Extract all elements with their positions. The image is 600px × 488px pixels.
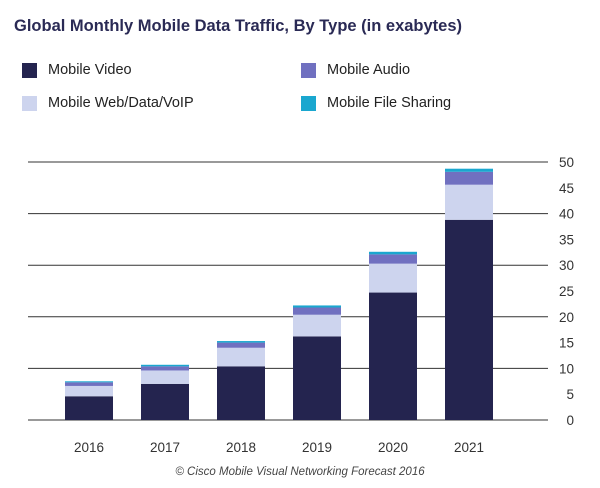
- bar-segment-mobile-audio-2018: [217, 342, 265, 348]
- bar-segment-mobile-audio-2021: [445, 171, 493, 185]
- legend-item-mobile-audio: Mobile Audio: [301, 62, 410, 78]
- bar-segment-mobile-file-sharing-2020: [369, 251, 417, 255]
- bar-segment-mobile-file-sharing-2019: [293, 305, 341, 308]
- legend-label-mobile-video: Mobile Video: [48, 62, 132, 78]
- legend-label-mobile-web-data-voip: Mobile Web/Data/VoIP: [48, 95, 194, 111]
- y-tick-label-45: 45: [559, 181, 574, 196]
- bar-segment-mobile-file-sharing-2016: [65, 381, 113, 383]
- x-tick-label-2016: 2016: [74, 440, 104, 455]
- bar-segment-mobile-video-2018: [217, 366, 265, 420]
- y-tick-label-15: 15: [559, 336, 574, 351]
- y-tick-label-25: 25: [559, 284, 574, 299]
- bar-segment-mobile-file-sharing-2021: [445, 168, 493, 172]
- x-tick-label-2019: 2019: [302, 440, 332, 455]
- bar-segment-mobile-audio-2019: [293, 307, 341, 315]
- y-tick-label-5: 5: [566, 387, 574, 402]
- bar-segment-mobile-video-2021: [445, 219, 493, 420]
- bar-segment-mobile-web-data-voip-2021: [445, 184, 493, 220]
- legend-swatch-mobile-web-data-voip: [22, 95, 37, 111]
- bar-segment-mobile-web-data-voip-2017: [141, 370, 189, 384]
- x-tick-label-2018: 2018: [226, 440, 256, 455]
- y-tick-label-30: 30: [559, 258, 574, 273]
- x-tick-label-2021: 2021: [454, 440, 484, 455]
- bar-segment-mobile-audio-2017: [141, 366, 189, 371]
- legend: Mobile Video Mobile Audio Mobile Web/Dat…: [22, 62, 492, 124]
- legend-label-mobile-audio: Mobile Audio: [327, 62, 411, 78]
- y-tick-label-40: 40: [559, 207, 574, 222]
- x-tick-label-2020: 2020: [378, 440, 408, 455]
- bar-segment-mobile-audio-2016: [65, 382, 113, 386]
- bar-segment-mobile-web-data-voip-2020: [369, 263, 417, 293]
- legend-swatch-mobile-audio: [301, 62, 316, 78]
- bar-segment-mobile-web-data-voip-2016: [65, 385, 113, 397]
- y-tick-label-10: 10: [559, 361, 574, 376]
- y-tick-label-35: 35: [559, 232, 574, 247]
- bar-segment-mobile-web-data-voip-2018: [217, 347, 265, 367]
- legend-label-mobile-file-sharing: Mobile File Sharing: [327, 95, 452, 111]
- source-footer: © Cisco Mobile Visual Networking Forecas…: [175, 466, 425, 478]
- legend-item-mobile-file-sharing: Mobile File Sharing: [301, 95, 451, 111]
- y-tick-label-0: 0: [566, 413, 574, 428]
- x-tick-label-2017: 2017: [150, 440, 180, 455]
- chart-title: Global Monthly Mobile Data Traffic, By T…: [14, 17, 463, 35]
- bar-segment-mobile-web-data-voip-2019: [293, 314, 341, 337]
- bar-segment-mobile-video-2019: [293, 336, 341, 420]
- bar-segment-mobile-video-2020: [369, 292, 417, 420]
- legend-item-mobile-web-data-voip: Mobile Web/Data/VoIP: [22, 95, 194, 111]
- bar-segment-mobile-video-2017: [141, 383, 189, 420]
- bar-segment-mobile-file-sharing-2018: [217, 341, 265, 343]
- bar-segment-mobile-file-sharing-2017: [141, 364, 189, 367]
- bar-segment-mobile-video-2016: [65, 396, 113, 420]
- legend-item-mobile-video: Mobile Video: [22, 62, 132, 78]
- legend-swatch-mobile-file-sharing: [301, 95, 316, 111]
- legend-swatch-mobile-video: [22, 62, 37, 78]
- y-tick-label-50: 50: [559, 155, 574, 170]
- bar-segment-mobile-audio-2020: [369, 254, 417, 264]
- y-tick-label-20: 20: [559, 310, 574, 325]
